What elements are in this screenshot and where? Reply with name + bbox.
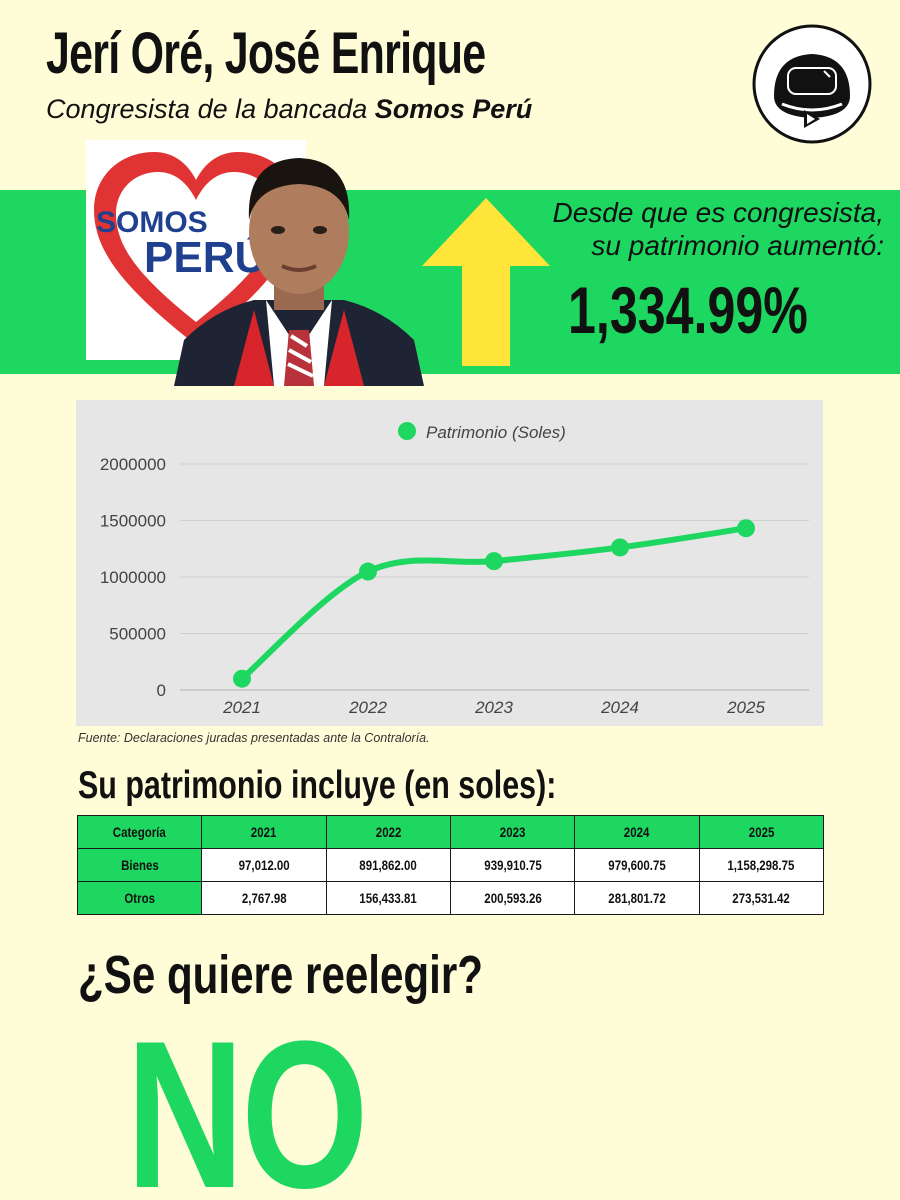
header-2021: 2021 [201, 815, 327, 849]
series-line [239, 525, 749, 682]
x-tick-label: 2025 [726, 698, 765, 717]
increase-percent: 1,334.99% [568, 273, 808, 347]
x-tick-label: 2022 [348, 698, 387, 717]
header-2022: 2022 [325, 815, 451, 849]
increase-description: Desde que es congresista, su patrimonio … [552, 197, 884, 262]
logo-text-peru: PERÚ [144, 232, 266, 282]
table-row: Bienes 97,012.00 891,862.00 939,910.75 9… [76, 848, 825, 882]
heart-logo-icon: SOMOS PERÚ [94, 152, 298, 345]
header-2025: 2025 [698, 815, 825, 849]
header-category: Categoría [76, 815, 203, 849]
y-tick-label: 0 [157, 681, 166, 700]
congressman-name: Jerí Oré, José Enrique [46, 21, 486, 86]
table-cell: 273,531.42 [698, 881, 825, 915]
table-cell: 281,801.72 [574, 881, 700, 915]
subtitle: Congresista de la bancada Somos Perú [46, 94, 533, 124]
patrimony-chart: 0 500000 1000000 1500000 2000000 2021 2022 202… [76, 400, 823, 726]
portrait-image [174, 158, 424, 386]
row-label-otros: Otros [76, 881, 203, 915]
source-note: Fuente: Declaraciones juradas presentada… [78, 731, 430, 745]
party-name: Somos Perú [374, 94, 533, 124]
assets-table: Categoría 2021 2022 2023 2024 2025 Biene… [76, 815, 825, 915]
table-cell: 939,910.75 [449, 848, 576, 882]
table-cell: 979,600.75 [574, 848, 700, 882]
header-2023: 2023 [449, 815, 576, 849]
answer-text: NO [126, 997, 369, 1200]
table-header-row: Categoría 2021 2022 2023 2024 2025 [76, 815, 825, 849]
table-cell: 97,012.00 [201, 848, 327, 882]
x-tick-label: 2023 [474, 698, 513, 717]
y-tick-label: 2000000 [100, 455, 166, 474]
arrow-up-icon [422, 198, 550, 366]
data-point [737, 519, 755, 538]
x-tick-label: 2021 [222, 698, 261, 717]
chart-canvas: 0 500000 1000000 1500000 2000000 2021 2022 202… [100, 422, 809, 717]
y-tick-label: 1500000 [100, 512, 166, 531]
question-heading: ¿Se quiere reelegir? [78, 945, 483, 1005]
table-cell: 891,862.00 [325, 848, 451, 882]
table-row: Otros 2,767.98 156,433.81 200,593.26 281… [76, 881, 825, 915]
y-tick-label: 500000 [109, 625, 166, 644]
header-2024: 2024 [574, 815, 700, 849]
row-label-bienes: Bienes [76, 848, 203, 882]
legend-marker [398, 422, 416, 440]
logo-text-somos: SOMOS [96, 206, 208, 239]
legend-label: Patrimonio (Soles) [426, 423, 566, 442]
x-tick-label: 2024 [600, 698, 639, 717]
y-tick-label: 1000000 [100, 568, 166, 587]
table-cell: 2,767.98 [201, 881, 327, 915]
table-cell: 156,433.81 [325, 881, 451, 915]
table-title: Su patrimonio incluye (en soles): [78, 764, 557, 807]
robot-play-logo-icon [752, 24, 872, 144]
table-cell: 1,158,298.75 [698, 848, 825, 882]
data-point [233, 669, 251, 688]
data-point [611, 538, 629, 557]
data-point [485, 552, 503, 571]
table-cell: 200,593.26 [449, 881, 576, 915]
data-point [359, 562, 377, 581]
